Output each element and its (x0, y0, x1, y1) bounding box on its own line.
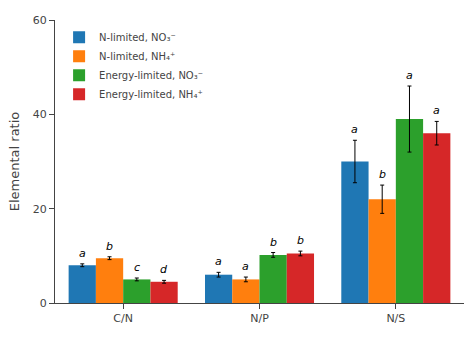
svg-text:a: a (215, 255, 222, 268)
svg-text:Energy-limited, NH₄⁺: Energy-limited, NH₄⁺ (99, 89, 203, 100)
svg-text:60: 60 (33, 14, 47, 27)
svg-text:N/P: N/P (250, 312, 269, 325)
svg-text:a: a (433, 104, 440, 117)
svg-text:d: d (160, 263, 168, 276)
svg-text:Elemental ratio: Elemental ratio (7, 112, 22, 212)
svg-text:0: 0 (40, 297, 47, 310)
svg-text:b: b (106, 240, 113, 253)
svg-text:a: a (351, 123, 358, 136)
svg-text:N-limited, NH₄⁺: N-limited, NH₄⁺ (99, 51, 175, 62)
svg-text:b: b (297, 234, 304, 247)
svg-text:C/N: C/N (113, 312, 133, 325)
svg-text:N-limited, NO₃⁻: N-limited, NO₃⁻ (99, 32, 176, 43)
svg-text:a: a (242, 260, 249, 273)
svg-text:a: a (79, 247, 86, 260)
svg-text:Energy-limited, NO₃⁻: Energy-limited, NO₃⁻ (99, 70, 203, 81)
svg-text:40: 40 (33, 108, 47, 121)
svg-text:a: a (406, 69, 413, 82)
svg-text:b: b (270, 236, 277, 249)
svg-text:20: 20 (33, 203, 47, 216)
svg-text:N/S: N/S (386, 312, 405, 325)
svg-text:c: c (134, 261, 140, 274)
svg-text:b: b (379, 168, 386, 181)
